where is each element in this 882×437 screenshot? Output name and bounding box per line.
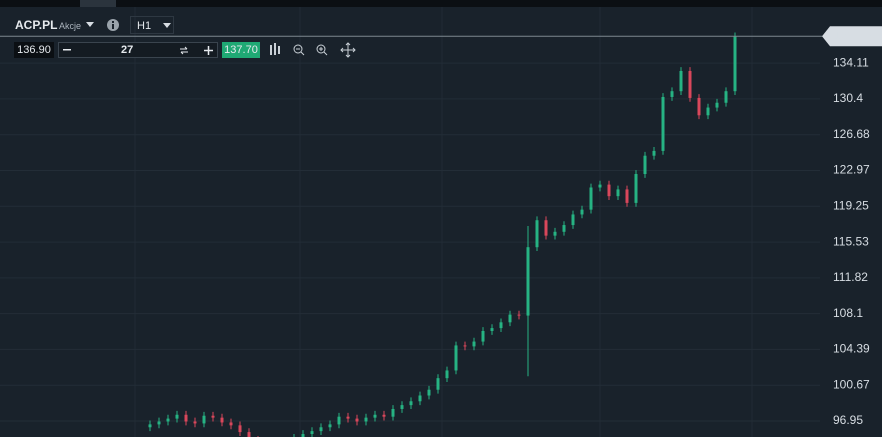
candle-body [670,91,674,97]
y-tick-label: 104.39 [833,342,870,356]
candle-body [319,427,323,432]
y-tick-label: 115.53 [833,234,869,248]
candle-body [400,405,404,409]
candle-body [382,414,386,417]
candle-body [355,418,359,422]
pan-icon[interactable] [340,42,356,58]
candle-body [634,174,638,203]
candle-body [481,330,485,342]
candle-body [652,150,656,156]
chart-type-icon[interactable] [270,43,280,55]
last-price-tag [822,26,882,47]
buy-price[interactable]: 137.70 [222,42,260,58]
candle-body [337,416,341,425]
candle-body [346,416,350,419]
candle-body [490,328,494,331]
y-tick-label: 100.67 [833,377,870,391]
candle-body [175,414,179,419]
candle-body [373,414,377,418]
candle-body [679,70,683,92]
candle-body [706,107,710,116]
candle-body [427,389,431,396]
candle-body [166,418,170,422]
top-strip [0,0,882,7]
y-tick-label: 108.1 [833,306,863,320]
candle-body [643,155,647,175]
candle-body [688,70,692,98]
minus-button[interactable] [63,49,71,51]
candle-body [733,36,737,92]
sell-price[interactable]: 136.90 [14,42,54,58]
dropdown-icon [163,23,171,28]
candle-body [463,345,467,347]
candle-body [544,220,548,236]
candle-body [607,184,611,197]
candle-body [202,415,206,424]
zoom-out[interactable] [293,44,303,54]
candle-body [409,401,413,406]
last-price-label: 136.90 [834,28,871,42]
candle-body [220,417,224,423]
candle-body [697,97,701,116]
candle-body [715,102,719,108]
candle-body [184,414,188,422]
candle-body [616,189,620,197]
y-tick-label: 126.68 [833,127,870,141]
candle-body [724,91,728,103]
candle-body [310,431,314,435]
candle-body [598,184,602,188]
zoom-in[interactable] [316,44,326,54]
toolbar [270,42,356,58]
quantity-box: 27 [58,42,218,58]
candle-body [472,341,476,347]
candle-body [148,424,152,428]
swap-icon[interactable] [179,46,189,55]
candle-body [418,395,422,402]
candle-body [553,231,557,236]
candle-body [508,314,512,323]
candle-body [436,378,440,390]
candle-body [328,424,332,428]
candle-body [517,314,521,316]
y-tick-label: 96.95 [833,413,863,427]
candle-body [526,247,530,316]
plus-button[interactable] [204,46,213,55]
info-icon[interactable] [106,18,120,32]
y-tick-label: 122.97 [833,163,870,177]
candle-body [193,421,197,424]
symbol[interactable]: ACP.PL [15,18,58,32]
timeframe: H1 [137,20,152,32]
candle-body [364,417,368,422]
candle-body [247,432,251,437]
y-tick-label: 111.82 [833,270,868,284]
quantity[interactable]: 27 [121,44,134,56]
y-tick-label: 119.25 [833,198,869,212]
candle-body [454,345,458,371]
candle-body [589,187,593,210]
candle-body [301,434,305,437]
candle-body [157,421,161,425]
candle-body [238,425,242,433]
candle-body [535,220,539,248]
timeframe-select[interactable]: H1 [130,16,174,34]
candle-body [445,370,449,379]
asset-type: Akcje [59,21,82,31]
tab [80,0,116,7]
candle-body [562,225,566,232]
candle-body [580,209,584,215]
y-tick-label: 134.11 [833,55,869,69]
candle-body [625,189,629,203]
candle-body [571,214,575,226]
candle-body [499,322,503,329]
candle-body [229,422,233,426]
dropdown-icon[interactable] [86,22,96,28]
candle-body [661,96,665,151]
candle-body [391,408,395,417]
candle-body [211,415,215,418]
y-tick-label: 130.4 [833,91,863,105]
